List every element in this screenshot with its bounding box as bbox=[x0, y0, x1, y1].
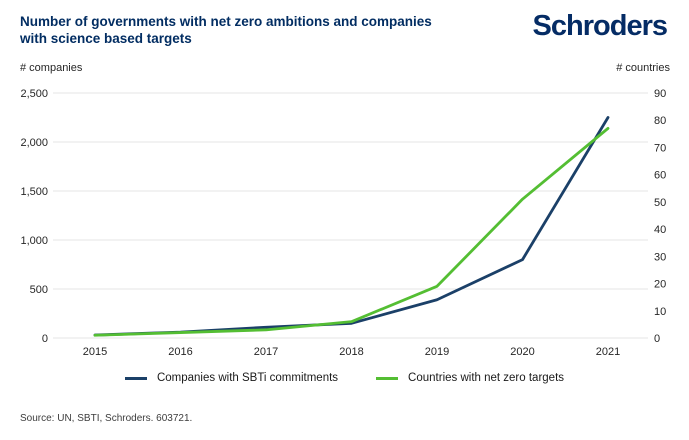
left-axis-tick-label: 1,500 bbox=[20, 186, 48, 198]
right-axis-unit-label: # countries bbox=[616, 62, 670, 74]
companies-line-swatch bbox=[124, 376, 147, 380]
right-axis-tick-label: 70 bbox=[654, 142, 666, 154]
right-axis-tick-label: 90 bbox=[654, 88, 666, 100]
right-axis-tick-label: 60 bbox=[654, 170, 666, 182]
x-axis-tick-label: 2015 bbox=[83, 346, 107, 358]
x-axis-tick-label: 2018 bbox=[339, 346, 363, 358]
left-axis-unit-label: # companies bbox=[20, 62, 83, 74]
right-axis-tick-label: 80 bbox=[654, 115, 666, 127]
chart-title: Number of governments with net zero ambi… bbox=[20, 13, 460, 47]
legend-label-countries: Countries with net zero targets bbox=[408, 372, 565, 384]
chart-title-line1: Number of governments with net zero ambi… bbox=[20, 14, 432, 29]
x-axis-tick-label: 2019 bbox=[425, 346, 449, 358]
left-axis-tick-label: 1,000 bbox=[20, 235, 48, 247]
right-axis-tick-label: 30 bbox=[654, 251, 666, 263]
legend-item-countries: Countries with net zero targets bbox=[376, 372, 564, 384]
x-axis-tick-label: 2016 bbox=[168, 346, 192, 358]
right-axis-tick-label: 0 bbox=[654, 333, 660, 345]
left-axis-tick-label: 2,000 bbox=[20, 137, 48, 149]
countries-line-swatch bbox=[376, 376, 399, 380]
right-axis-tick-label: 40 bbox=[654, 224, 666, 236]
line-chart-canvas: 0 500 1,000 1,500 2,000 2,500 0 10 20 30 40 50 60 70 8… bbox=[20, 88, 666, 358]
chart-legend: Companies with SBTi commitments Countrie… bbox=[0, 372, 689, 384]
left-axis-tick-label: 2,500 bbox=[20, 88, 48, 100]
x-axis-tick-label: 2021 bbox=[596, 346, 620, 358]
x-axis-tick-label: 2020 bbox=[510, 346, 534, 358]
companies-series-line bbox=[93, 116, 610, 337]
left-axis-tick-label: 0 bbox=[42, 333, 48, 345]
right-axis-tick-label: 20 bbox=[654, 279, 666, 291]
right-axis-tick-label: 10 bbox=[654, 306, 666, 318]
legend-item-companies: Companies with SBTi commitments bbox=[124, 372, 339, 384]
schroders-logo: Schroders bbox=[532, 10, 668, 42]
source-note: Source: UN, SBTI, Schroders. 603721. bbox=[20, 413, 193, 424]
right-axis-tick-label: 50 bbox=[654, 197, 666, 209]
left-axis-tick-label: 500 bbox=[30, 284, 48, 296]
x-axis-tick-label: 2017 bbox=[254, 346, 278, 358]
countries-series-line bbox=[93, 126, 610, 337]
legend-label-companies: Companies with SBTi commitments bbox=[156, 372, 339, 384]
chart-title-line2: with science based targets bbox=[20, 31, 192, 46]
